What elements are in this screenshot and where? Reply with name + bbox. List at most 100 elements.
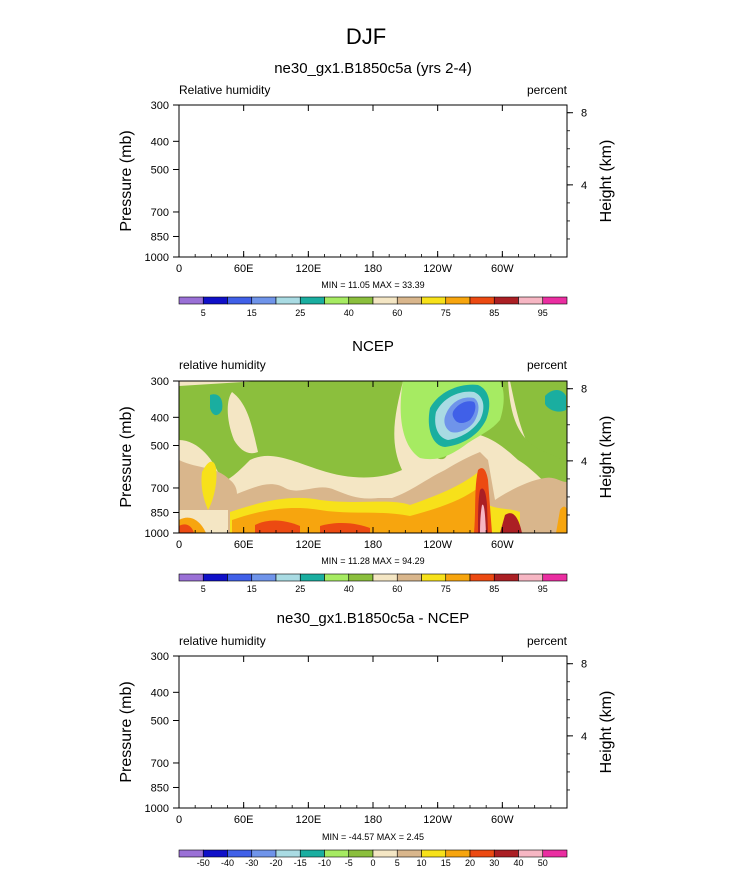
colorbar-label: 75 xyxy=(441,584,451,594)
colorbar-swatch xyxy=(251,573,277,582)
panel-model-colorbar: 5 15 25 40 60 75 85 95 xyxy=(178,296,568,318)
colorbar-label: -40 xyxy=(221,858,234,868)
colorbar-swatch xyxy=(227,573,253,582)
colorbar-label: 15 xyxy=(247,308,257,318)
panel-difference: ne30_gx1.B1850c5a - NCEP relative humidi… xyxy=(118,610,615,868)
contour-fill-5 xyxy=(452,401,476,423)
panel-difference-y2label: Height (km) xyxy=(598,691,615,774)
x-tick-label: 0 xyxy=(176,539,182,551)
panel-ncep-axes: 0 60E 120E 180 120W 60W 300 400 500 700 850 1000 8 4 xyxy=(145,376,588,551)
x-tick-label: 120W xyxy=(423,539,452,551)
panel-difference-right-label: percent xyxy=(527,634,568,648)
panel-ncep-right-label: percent xyxy=(527,358,568,372)
colorbar-swatch xyxy=(202,849,228,858)
colorbar-label: 40 xyxy=(513,858,523,868)
contour-fill-95-b xyxy=(320,522,370,533)
y-tick-label: 400 xyxy=(151,687,169,699)
panel-model-left-label: Relative humidity xyxy=(179,83,270,97)
x-tick-label: 0 xyxy=(176,263,182,275)
x-tick-label: 60W xyxy=(491,814,514,826)
colorbar-swatch xyxy=(421,573,447,582)
y2-tick-label: 8 xyxy=(581,108,587,120)
colorbar-swatch xyxy=(227,296,253,305)
x-tick-label: 120E xyxy=(295,263,321,275)
colorbar-label: 5 xyxy=(201,308,206,318)
panel-difference-plot-area xyxy=(178,655,568,809)
figure-title: DJF xyxy=(346,24,386,49)
panel-ncep-y2label: Height (km) xyxy=(598,416,615,499)
x-tick-label: 0 xyxy=(176,814,182,826)
y-tick-label: 300 xyxy=(151,100,169,112)
colorbar-label: 50 xyxy=(538,858,548,868)
colorbar-label: 15 xyxy=(441,858,451,868)
colorbar-swatch xyxy=(493,296,519,305)
y-tick-label: 500 xyxy=(151,164,169,176)
colorbar-label: -20 xyxy=(269,858,282,868)
contour-fill-90-east xyxy=(556,506,567,533)
panel-model-right-label: percent xyxy=(527,83,568,97)
y-tick-label: 1000 xyxy=(145,528,169,540)
colorbar-swatch xyxy=(348,573,374,582)
panel-difference-title: ne30_gx1.B1850c5a - NCEP xyxy=(277,610,470,627)
x-tick-label: 180 xyxy=(364,539,382,551)
x-tick-label: 180 xyxy=(364,814,382,826)
colorbar-swatch xyxy=(299,573,325,582)
colorbar-label: 40 xyxy=(344,308,354,318)
colorbar-swatch xyxy=(493,849,519,858)
y-tick-label: 700 xyxy=(151,207,169,219)
colorbar-swatch xyxy=(396,573,422,582)
colorbar-swatch xyxy=(542,296,568,305)
panel-ncep-colorbar: 5 15 25 40 60 75 85 95 xyxy=(178,573,568,594)
colorbar-swatch xyxy=(445,849,471,858)
colorbar-swatch xyxy=(445,573,471,582)
colorbar-label: 25 xyxy=(295,584,305,594)
colorbar-swatch xyxy=(421,849,447,858)
colorbar-label: 60 xyxy=(392,308,402,318)
colorbar-label: 25 xyxy=(295,308,305,318)
colorbar-label: 10 xyxy=(416,858,426,868)
y-tick-label: 850 xyxy=(151,231,169,243)
y2-tick-label: 8 xyxy=(581,384,587,396)
panel-difference-stats: MIN = -44.57 MAX = 2.45 xyxy=(322,832,424,842)
y-tick-label: 400 xyxy=(151,412,169,424)
colorbar-swatch xyxy=(518,296,544,305)
colorbar-label: -30 xyxy=(245,858,258,868)
y-tick-label: 850 xyxy=(151,507,169,519)
colorbar-swatch xyxy=(469,849,495,858)
colorbar-label: 5 xyxy=(395,858,400,868)
x-tick-label: 120E xyxy=(295,539,321,551)
colorbar-swatch xyxy=(299,296,325,305)
colorbar-swatch xyxy=(178,849,204,858)
y-tick-label: 500 xyxy=(151,715,169,727)
panel-model-title: ne30_gx1.B1850c5a (yrs 2-4) xyxy=(274,60,472,77)
panel-model-ylabel: Pressure (mb) xyxy=(118,130,135,231)
colorbar-swatch xyxy=(518,849,544,858)
y-tick-label: 700 xyxy=(151,483,169,495)
panel-difference-left-label: relative humidity xyxy=(179,634,266,648)
colorbar-label: 15 xyxy=(247,584,257,594)
panel-model-plot-area xyxy=(178,104,568,258)
contour-fill-95-a xyxy=(255,520,300,533)
panel-model-axes: 0 60E 120E 180 120W 60W 300 400 500 700 850 1000 8 4 xyxy=(145,100,588,275)
contour-fill-99-spike xyxy=(480,504,486,533)
colorbar-swatch xyxy=(202,573,228,582)
panel-ncep-left-label: relative humidity xyxy=(179,358,266,372)
colorbar-swatch xyxy=(421,296,447,305)
colorbar-swatch xyxy=(445,296,471,305)
contour-fill-90 xyxy=(232,488,486,533)
panel-model-stats: MIN = 11.05 MAX = 33.39 xyxy=(321,280,424,290)
y-tick-label: 700 xyxy=(151,758,169,770)
colorbar-label: 5 xyxy=(201,584,206,594)
colorbar-label: 20 xyxy=(465,858,475,868)
contour-fill-60-pocket xyxy=(227,392,258,454)
x-tick-label: 60W xyxy=(491,539,514,551)
panel-ncep-title: NCEP xyxy=(352,338,394,355)
y2-tick-label: 4 xyxy=(581,456,587,468)
panel-difference-colorbar: -50 -40 -30 -20 -15 -10 -5 0 5 10 15 20 30 40 50 xyxy=(178,849,568,868)
contour-fill-85-west xyxy=(201,461,217,510)
panel-model: ne30_gx1.B1850c5a (yrs 2-4) Relative hum… xyxy=(118,60,615,318)
y-tick-label: 1000 xyxy=(145,803,169,815)
colorbar-swatch xyxy=(324,296,350,305)
y-tick-label: 1000 xyxy=(145,252,169,264)
